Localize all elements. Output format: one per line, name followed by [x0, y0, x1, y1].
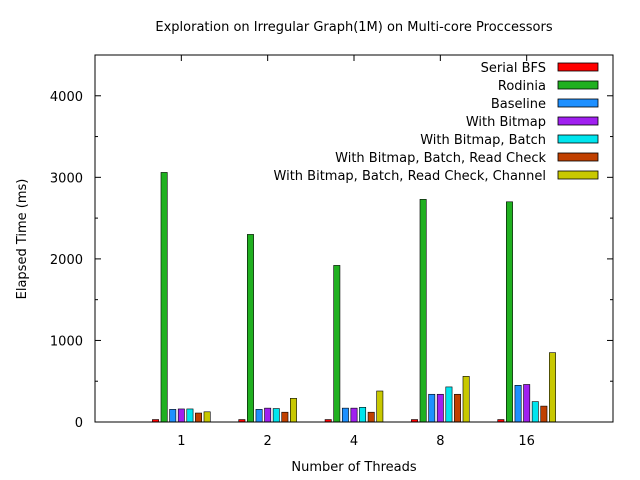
- bar-rodinia-16: [506, 201, 513, 423]
- bar-with-bitmap-batch-read-check-channel-8: [462, 376, 470, 423]
- chart-title: Exploration on Irregular Graph(1M) on Mu…: [155, 20, 552, 35]
- bar-with-bitmap-batch-4: [359, 407, 367, 423]
- bar-with-bitmap-batch-2: [272, 408, 280, 423]
- axis-ticks: 0 1000 2000 3000 4000 1 2 4 8 16: [50, 55, 613, 449]
- bar-baseline-2: [255, 409, 263, 423]
- bar-with-bitmap-batch-read-check-channel-16: [549, 352, 556, 423]
- legend-label: With Bitmap: [466, 115, 546, 130]
- bar-baseline-16: [514, 384, 522, 423]
- bar-with-bitmap-batch-1: [186, 408, 194, 423]
- legend-swatch: [557, 152, 599, 162]
- bars: [152, 172, 556, 423]
- bar-with-bitmap-2: [264, 407, 272, 423]
- bar-with-bitmap-batch-read-check-channel-4: [376, 390, 384, 423]
- bar-rodinia-4: [333, 265, 341, 423]
- bar-with-bitmap-batch-read-check-channel-2: [290, 398, 297, 423]
- bar-with-bitmap-batch-8: [445, 386, 453, 423]
- legend-label: With Bitmap, Batch, Read Check, Channel: [274, 169, 546, 184]
- legend-swatch: [557, 80, 599, 90]
- y-tick-label: 0: [75, 416, 83, 431]
- y-tick-label: 3000: [50, 171, 83, 186]
- bar-rodinia-1: [160, 172, 168, 423]
- bar-with-bitmap-batch-read-check-8: [454, 393, 461, 423]
- legend-swatch: [557, 62, 599, 72]
- legend-swatch: [557, 170, 599, 180]
- legend-swatch: [557, 134, 599, 144]
- legend-swatch: [557, 116, 599, 126]
- legend-label: With Bitmap, Batch, Read Check: [335, 151, 546, 166]
- legend-label: With Bitmap, Batch: [420, 133, 546, 148]
- bar-with-bitmap-16: [523, 384, 531, 423]
- bar-baseline-8: [428, 393, 436, 423]
- bar-with-bitmap-4: [350, 407, 358, 423]
- bar-rodinia-2: [247, 234, 254, 423]
- legend-label: Baseline: [491, 97, 546, 112]
- bar-baseline-1: [169, 409, 177, 423]
- x-axis-label: Number of Threads: [291, 460, 416, 475]
- bar-with-bitmap-batch-16: [531, 401, 539, 423]
- bar-rodinia-8: [419, 199, 427, 423]
- legend-label: Rodinia: [498, 79, 546, 94]
- bar-with-bitmap-batch-read-check-channel-1: [203, 411, 211, 423]
- x-tick-label: 1: [177, 434, 185, 449]
- y-tick-label: 1000: [50, 334, 83, 349]
- y-tick-label: 2000: [50, 253, 83, 268]
- legend: Serial BFS Rodinia Baseline With Bitmap With…: [274, 61, 599, 184]
- bar-with-bitmap-batch-read-check-1: [195, 412, 202, 423]
- y-tick-label: 4000: [50, 90, 83, 105]
- x-tick-label: 16: [518, 434, 535, 449]
- bar-with-bitmap-batch-read-check-2: [281, 411, 289, 423]
- legend-swatch: [557, 98, 599, 108]
- bar-with-bitmap-1: [177, 408, 185, 423]
- bar-with-bitmap-batch-read-check-4: [367, 411, 375, 423]
- plot-frame: [94, 54, 614, 423]
- bar-baseline-4: [341, 407, 349, 423]
- bar-with-bitmap-8: [436, 393, 444, 423]
- x-tick-label: 4: [350, 434, 358, 449]
- bar-with-bitmap-batch-read-check-16: [540, 405, 548, 423]
- y-axis-label: Elapsed Time (ms): [15, 179, 30, 300]
- legend-label: Serial BFS: [481, 61, 546, 76]
- x-tick-label: 8: [436, 434, 444, 449]
- x-tick-label: 2: [264, 434, 272, 449]
